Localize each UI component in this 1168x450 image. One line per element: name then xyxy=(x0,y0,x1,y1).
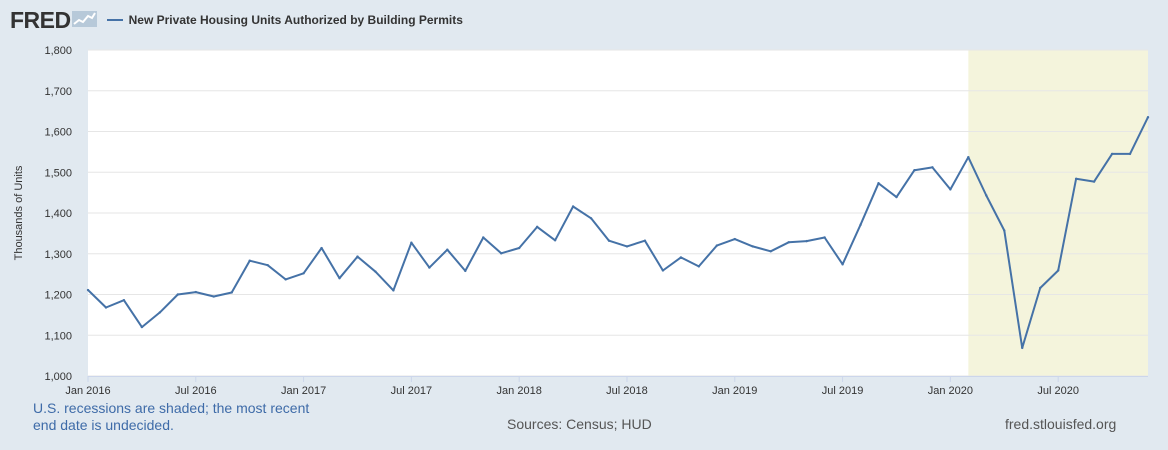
y-tick-label: 1,200 xyxy=(44,290,72,302)
y-tick-label: 1,500 xyxy=(44,167,72,179)
series-line[interactable] xyxy=(87,116,1149,349)
y-axis-title: Thousands of Units xyxy=(13,165,25,260)
data-point[interactable] xyxy=(320,246,323,250)
data-point[interactable] xyxy=(1021,346,1024,350)
data-point[interactable] xyxy=(1056,269,1060,272)
data-point[interactable] xyxy=(86,288,90,292)
data-point[interactable] xyxy=(553,239,557,242)
data-point[interactable] xyxy=(230,291,233,294)
x-tick-label: Jan 2016 xyxy=(65,385,110,397)
data-point[interactable] xyxy=(679,256,683,259)
x-tick-label: Jul 2016 xyxy=(175,385,217,397)
data-point[interactable] xyxy=(122,299,126,302)
x-tick-label: Jan 2017 xyxy=(281,385,326,397)
y-axis-ticks: 1,000 1,100 1,200 1,300 1,400 1,500 1,600 1,700… xyxy=(44,45,72,383)
y-tick-label: 1,000 xyxy=(44,371,72,383)
data-point[interactable] xyxy=(625,245,629,248)
series-layer xyxy=(86,116,1150,350)
data-point[interactable] xyxy=(410,241,413,244)
data-point[interactable] xyxy=(913,169,916,172)
chart-trend-icon xyxy=(71,11,97,27)
x-tick-label: Jan 2018 xyxy=(497,385,542,397)
data-point[interactable] xyxy=(517,246,521,250)
data-point[interactable] xyxy=(428,266,431,269)
data-point[interactable] xyxy=(805,239,808,243)
data-point[interactable] xyxy=(787,241,790,244)
data-point[interactable] xyxy=(607,239,611,242)
data-point[interactable] xyxy=(1003,229,1006,232)
data-point[interactable] xyxy=(1074,177,1078,180)
x-tick-label: Jan 2020 xyxy=(928,385,973,397)
x-axis-ticks: Jan 2016 Jul 2016 Jan 2017 Jul 2017 Jan 2018… xyxy=(65,376,1148,397)
legend-swatch xyxy=(106,19,123,21)
data-point[interactable] xyxy=(1039,286,1042,290)
data-point[interactable] xyxy=(464,269,467,273)
y-tick-label: 1,800 xyxy=(44,45,72,57)
data-point[interactable] xyxy=(535,225,539,229)
y-tick-label: 1,600 xyxy=(44,127,72,139)
data-point[interactable] xyxy=(643,239,647,242)
source-url[interactable]: fred.stlouisfed.org xyxy=(1005,416,1117,432)
data-point[interactable] xyxy=(374,270,377,273)
data-point[interactable] xyxy=(733,237,736,241)
data-point[interactable] xyxy=(194,290,197,294)
x-tick-label: Jul 2018 xyxy=(606,385,648,397)
data-point[interactable] xyxy=(571,205,575,208)
data-point[interactable] xyxy=(841,263,844,266)
data-point[interactable] xyxy=(500,252,503,255)
data-point[interactable] xyxy=(1146,116,1150,119)
data-point[interactable] xyxy=(392,289,395,292)
data-point[interactable] xyxy=(140,325,144,329)
y-tick-label: 1,400 xyxy=(44,208,72,220)
legend-label: New Private Housing Units Authorized by … xyxy=(128,13,463,27)
x-tick-label: Jul 2019 xyxy=(822,385,864,397)
data-point[interactable] xyxy=(176,293,180,296)
data-point[interactable] xyxy=(338,277,341,280)
data-point[interactable] xyxy=(1110,152,1114,156)
data-point[interactable] xyxy=(751,245,754,248)
data-point[interactable] xyxy=(823,236,826,239)
x-tick-label: Jul 2017 xyxy=(391,385,433,397)
data-point[interactable] xyxy=(1128,152,1132,156)
data-point[interactable] xyxy=(895,195,898,199)
x-tick-label: Jul 2020 xyxy=(1037,385,1079,397)
data-point[interactable] xyxy=(482,236,485,239)
data-point[interactable] xyxy=(697,265,701,268)
data-point[interactable] xyxy=(356,255,359,258)
data-point[interactable] xyxy=(302,272,305,275)
data-point[interactable] xyxy=(266,263,269,267)
data-point[interactable] xyxy=(931,166,934,169)
data-point[interactable] xyxy=(859,223,862,227)
data-point[interactable] xyxy=(284,278,287,281)
sources-text: Sources: Census; HUD xyxy=(507,416,652,432)
data-point[interactable] xyxy=(104,306,108,309)
data-point[interactable] xyxy=(158,311,162,314)
data-point[interactable] xyxy=(212,295,215,298)
y-tick-label: 1,300 xyxy=(44,249,72,261)
y-tick-label: 1,100 xyxy=(44,330,72,342)
data-point[interactable] xyxy=(1092,180,1096,183)
data-point[interactable] xyxy=(769,250,772,253)
data-point[interactable] xyxy=(248,259,251,262)
grid-lines xyxy=(88,49,1148,377)
data-point[interactable] xyxy=(661,269,665,272)
legend: New Private Housing Units Authorized by … xyxy=(106,13,463,27)
data-point[interactable] xyxy=(877,182,880,185)
y-tick-label: 1,700 xyxy=(44,86,72,98)
data-point[interactable] xyxy=(985,194,988,197)
header: FRED New Private Housing Units Authorize… xyxy=(10,6,463,34)
x-tick-label: Jan 2019 xyxy=(712,385,757,397)
recession-note: U.S. recessions are shaded; the most rec… xyxy=(33,400,310,433)
fred-logo[interactable]: FRED xyxy=(10,6,71,33)
data-point[interactable] xyxy=(589,217,593,220)
data-point[interactable] xyxy=(949,188,952,191)
data-point[interactable] xyxy=(446,248,449,251)
data-point[interactable] xyxy=(715,244,719,247)
data-point[interactable] xyxy=(967,155,970,159)
